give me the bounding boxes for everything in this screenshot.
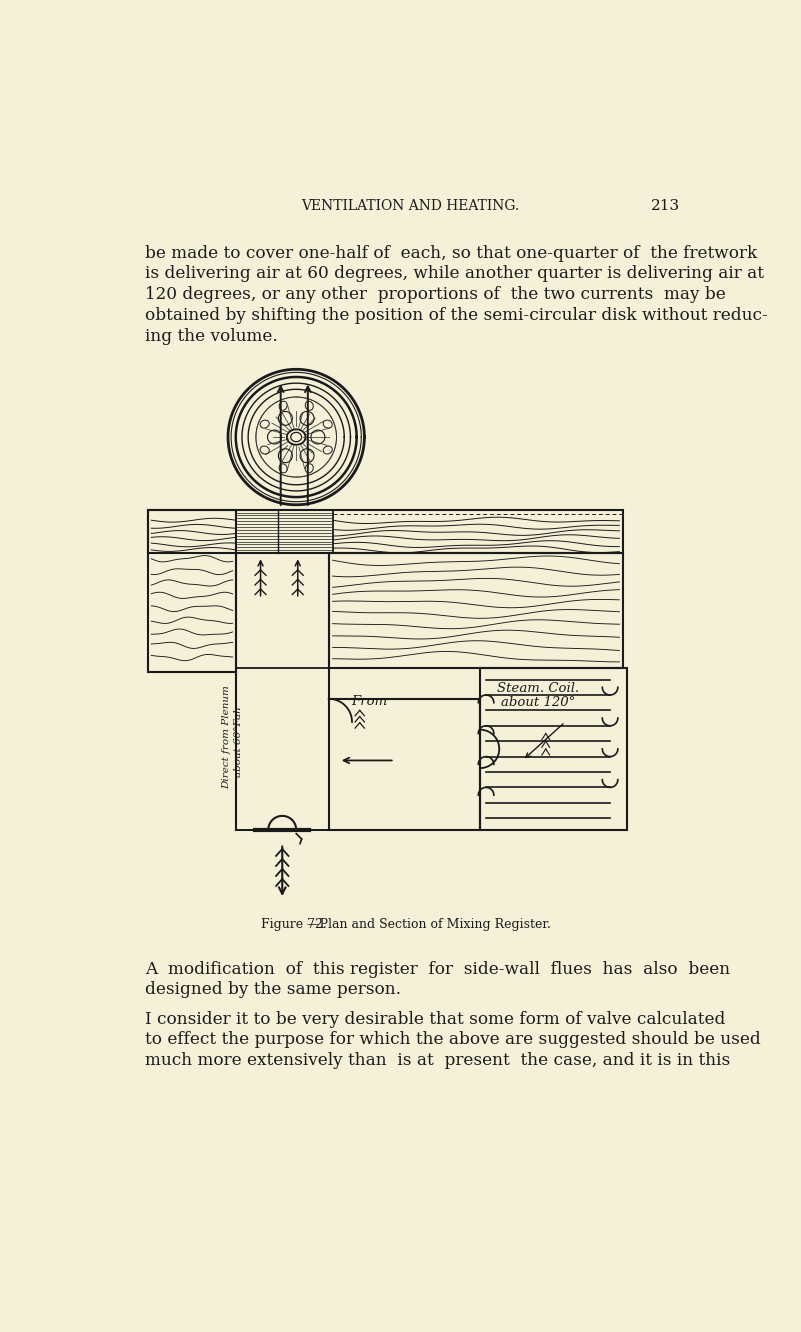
Text: Direct from Plenum: Direct from Plenum: [222, 686, 231, 790]
Bar: [148, 510, 235, 671]
Text: ing the volume.: ing the volume.: [145, 328, 278, 345]
Text: about 120°: about 120°: [501, 695, 575, 709]
Bar: [480, 669, 627, 830]
Text: obtained by shifting the position of the semi-circular disk without reduc-: obtained by shifting the position of the…: [145, 306, 768, 324]
Text: to effect the purpose for which the above are suggested should be used: to effect the purpose for which the abov…: [145, 1031, 761, 1048]
Text: I consider it to be very desirable that some form of valve calculated: I consider it to be very desirable that …: [145, 1011, 726, 1028]
Bar: [148, 510, 623, 553]
Bar: [235, 510, 332, 553]
Text: From: From: [352, 695, 388, 707]
Text: A  modification  of  this register  for  side-wall  flues  has  also  been: A modification of this register for side…: [145, 960, 731, 978]
Text: about 60°Fah: about 60°Fah: [234, 706, 243, 777]
Text: much more extensively than  is at  present  the case, and it is in this: much more extensively than is at present…: [145, 1052, 731, 1070]
Text: Figure 72.: Figure 72.: [260, 918, 326, 931]
Text: 120 degrees, or any other  proportions of  the two currents  may be: 120 degrees, or any other proportions of…: [145, 286, 726, 304]
Text: Steam. Coil.: Steam. Coil.: [497, 682, 579, 695]
Bar: [235, 669, 328, 830]
Text: 213: 213: [651, 198, 680, 213]
Text: is delivering air at 60 degrees, while another quarter is delivering air at: is delivering air at 60 degrees, while a…: [145, 265, 764, 282]
Text: be made to cover one-half of  each, so that one-quarter of  the fretwork: be made to cover one-half of each, so th…: [145, 245, 757, 261]
Bar: [328, 553, 623, 669]
Text: designed by the same person.: designed by the same person.: [145, 982, 401, 999]
Text: VENTILATION AND HEATING.: VENTILATION AND HEATING.: [301, 198, 519, 213]
Text: —Plan and Section of Mixing Register.: —Plan and Section of Mixing Register.: [307, 918, 551, 931]
